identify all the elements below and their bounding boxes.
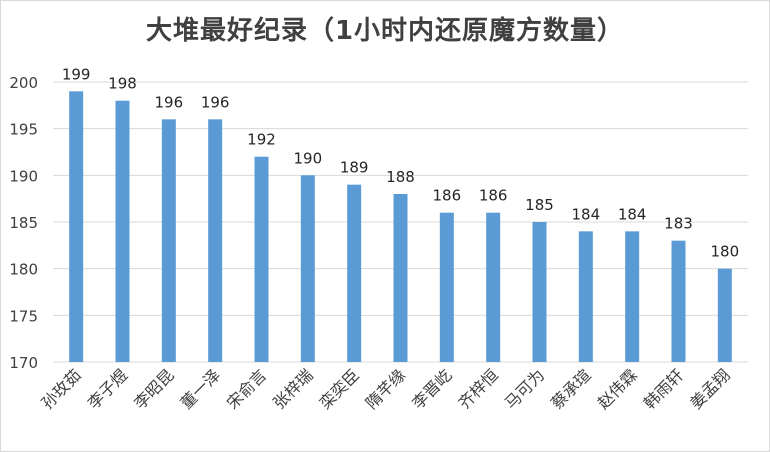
data-label: 184 — [572, 205, 601, 223]
bar — [486, 212, 501, 362]
x-tick-label: 宋俞言 — [223, 365, 270, 412]
bar — [115, 100, 130, 363]
x-tick-label: 李昭昆 — [130, 365, 177, 412]
data-label: 189 — [340, 159, 369, 177]
bar — [69, 91, 84, 362]
x-tick-label: 马可为 — [501, 365, 548, 412]
bar — [671, 240, 686, 362]
x-tick-label: 隋芊缘 — [362, 365, 409, 412]
data-label: 186 — [433, 187, 462, 205]
x-tick-label: 蔡承瑄 — [547, 365, 594, 412]
bar — [393, 194, 408, 362]
bar — [717, 268, 732, 362]
bar — [161, 119, 176, 362]
data-label: 198 — [108, 75, 137, 93]
bar — [254, 156, 269, 362]
data-label: 196 — [155, 93, 184, 111]
x-tick-label: 孙玫茹 — [38, 365, 85, 412]
x-tick-label: 李晋屹 — [408, 365, 455, 412]
data-labels: 199 198 196 196 192 190 189 188 186 186 185 184 184 1… — [62, 65, 739, 260]
x-tick-label: 栾奕臣 — [316, 365, 363, 412]
bars — [69, 91, 732, 363]
bar — [578, 231, 593, 362]
data-label: 199 — [62, 65, 91, 83]
x-tick-label: 姜孟翔 — [686, 365, 733, 412]
x-axis: 孙玫茹李子煜李昭昆董一泽宋俞言张梓瑞栾奕臣隋芊缘李晋屹齐梓恒马可为蔡承瑄赵伟霖韩… — [38, 365, 734, 412]
y-tick-label: 190 — [9, 167, 38, 185]
data-label: 184 — [618, 205, 647, 223]
data-label: 190 — [294, 149, 323, 167]
x-tick-label: 张梓瑞 — [269, 365, 316, 412]
bar — [439, 212, 454, 362]
bar — [625, 231, 640, 362]
chart-title: 大堆最好纪录（1小时内还原魔方数量） — [145, 16, 625, 46]
y-tick-label: 175 — [9, 307, 38, 325]
data-label: 183 — [664, 215, 693, 233]
data-label: 192 — [247, 131, 276, 149]
y-tick-label: 185 — [9, 214, 38, 232]
data-label: 188 — [386, 168, 415, 186]
x-tick-label: 李子煜 — [84, 365, 131, 412]
x-tick-label: 齐梓恒 — [455, 365, 502, 412]
bar — [532, 222, 547, 362]
data-label: 196 — [201, 93, 230, 111]
x-tick-label: 赵伟霖 — [594, 365, 641, 412]
bar — [347, 184, 362, 362]
y-tick-label: 170 — [9, 354, 38, 372]
x-tick-label: 董一泽 — [177, 365, 224, 412]
data-label: 185 — [525, 196, 554, 214]
data-label: 186 — [479, 187, 508, 205]
bar — [208, 119, 223, 362]
bar — [300, 175, 315, 362]
y-tick-label: 195 — [9, 121, 38, 139]
y-tick-label: 200 — [9, 74, 38, 92]
y-axis: 170 175 180 185 190 195 200 — [9, 74, 38, 372]
data-label: 180 — [711, 243, 740, 261]
x-tick-label: 韩雨轩 — [640, 365, 687, 412]
y-tick-label: 180 — [9, 261, 38, 279]
